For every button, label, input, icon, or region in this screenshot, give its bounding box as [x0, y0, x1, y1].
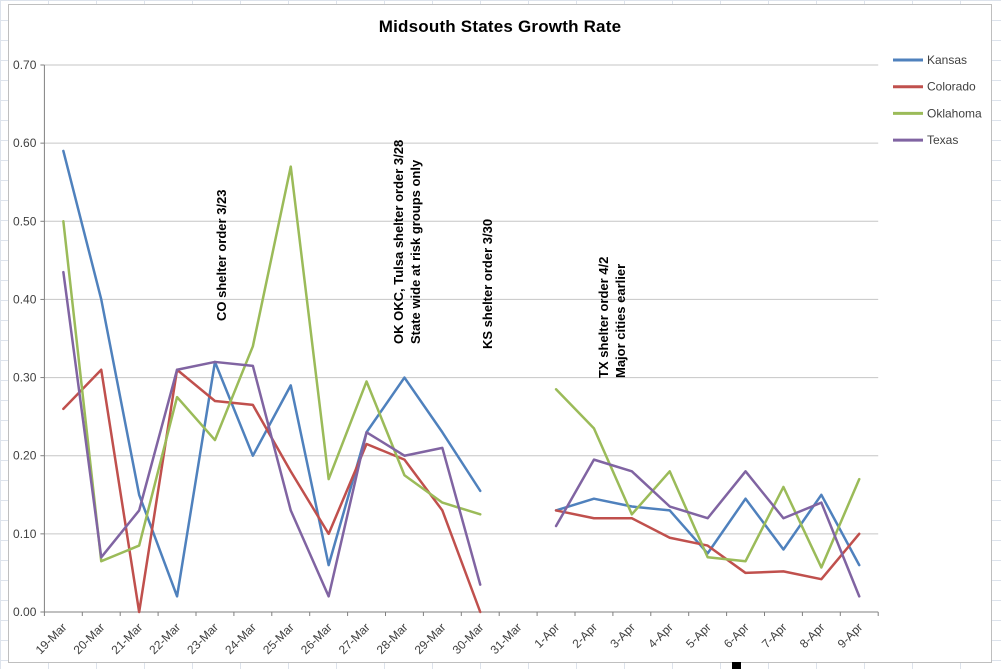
x-axis-label: 4-Apr	[645, 620, 676, 651]
y-axis-label: 0.60	[13, 136, 37, 150]
x-axis-label: 30-Mar	[450, 620, 487, 657]
x-axis-label: 27-Mar	[336, 620, 373, 657]
x-axis-label: 3-Apr	[607, 620, 638, 651]
series-line-colorado[interactable]	[554, 509, 861, 581]
annotation-text[interactable]: OK OKC, Tulsa shelter order 3/28	[391, 140, 406, 344]
x-axis-label: 31-Mar	[487, 620, 524, 657]
x-axis-label: 25-Mar	[260, 620, 297, 657]
series-line-oklahoma[interactable]	[62, 165, 482, 563]
annotation-text[interactable]: TX shelter order 4/2	[596, 257, 611, 378]
chart-selection-handle[interactable]	[732, 662, 741, 669]
x-axis-label: 28-Mar	[374, 620, 411, 657]
x-axis-label: 1-Apr	[532, 620, 563, 651]
y-axis-label: 0.10	[13, 527, 37, 541]
series-line-kansas[interactable]	[554, 493, 861, 567]
x-axis-label: 9-Apr	[835, 620, 866, 651]
annotation-text[interactable]: CO shelter order 3/23	[214, 190, 229, 322]
series-line-texas[interactable]	[62, 270, 482, 598]
y-axis-label: 0.30	[13, 371, 37, 385]
series-line-colorado[interactable]	[62, 368, 482, 614]
y-axis-label: 0.70	[13, 58, 37, 72]
y-axis-label: 0.50	[13, 214, 37, 228]
x-axis-label: 26-Mar	[298, 620, 335, 657]
x-axis-label: 29-Mar	[412, 620, 449, 657]
series-line-texas[interactable]	[554, 458, 861, 598]
legend-label-texas[interactable]: Texas	[927, 133, 958, 147]
x-axis-label: 21-Mar	[108, 620, 145, 657]
x-axis-label: 5-Apr	[683, 620, 714, 651]
x-axis-label: 19-Mar	[33, 620, 70, 657]
legend-label-colorado[interactable]: Colorado	[927, 80, 976, 94]
annotation-text[interactable]: Major cities earlier	[613, 264, 628, 378]
x-axis-label: 24-Mar	[222, 620, 259, 657]
y-axis-label: 0.00	[13, 605, 37, 619]
x-axis-label: 6-Apr	[721, 620, 752, 651]
series-line-kansas[interactable]	[62, 149, 482, 598]
x-axis-label: 7-Apr	[759, 620, 790, 651]
x-axis-label: 8-Apr	[797, 620, 828, 651]
chart-title[interactable]: Midsouth States Growth Rate	[378, 17, 622, 36]
series-line-oklahoma[interactable]	[554, 388, 861, 569]
x-axis-label: 23-Mar	[184, 620, 221, 657]
annotation-text[interactable]: KS shelter order 3/30	[480, 219, 495, 349]
annotation-text[interactable]: State wide at risk groups only	[408, 159, 423, 344]
x-axis-label: 2-Apr	[569, 620, 600, 651]
legend-label-oklahoma[interactable]: Oklahoma	[927, 106, 982, 120]
x-axis-label: 22-Mar	[146, 620, 183, 657]
y-axis-label: 0.40	[13, 292, 37, 306]
y-axis-label: 0.20	[13, 449, 37, 463]
x-axis-label: 20-Mar	[71, 620, 108, 657]
legend-label-kansas[interactable]: Kansas	[927, 53, 967, 67]
